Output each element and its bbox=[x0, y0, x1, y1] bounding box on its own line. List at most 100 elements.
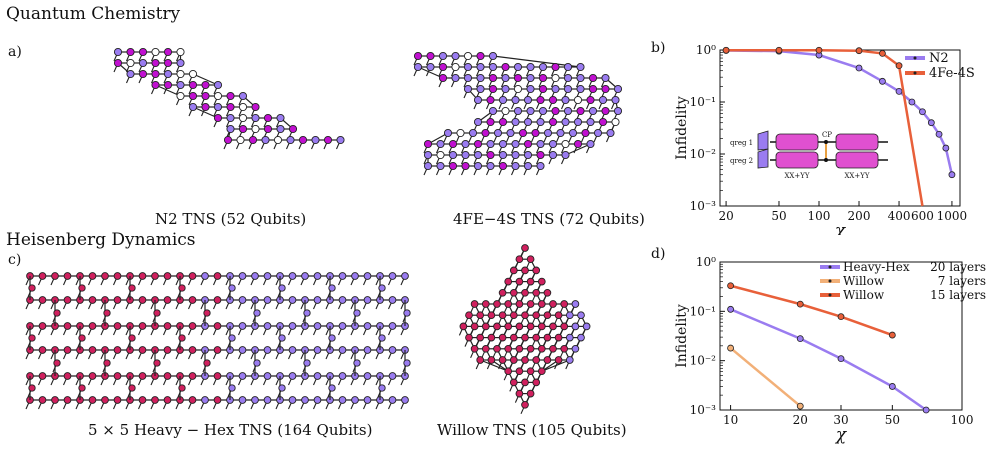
y-tick-label: 10⁻³ bbox=[690, 403, 717, 417]
tensor-node bbox=[577, 311, 585, 320]
tensor-node bbox=[313, 272, 322, 280]
tensor-node bbox=[101, 396, 109, 404]
tensor-node bbox=[248, 135, 258, 145]
tensor-node bbox=[448, 161, 458, 171]
y-tick-label: 10⁻² bbox=[690, 147, 717, 161]
tensor-node bbox=[323, 135, 333, 145]
tensor-node bbox=[213, 113, 223, 123]
tensor-node bbox=[476, 51, 485, 61]
tensor-node bbox=[213, 372, 222, 380]
tensor-node bbox=[403, 359, 411, 367]
bond-line bbox=[565, 143, 591, 156]
tensor-node bbox=[513, 84, 523, 94]
tensor-node bbox=[571, 322, 580, 331]
tensor-node bbox=[88, 322, 97, 330]
tensor-node bbox=[178, 284, 186, 292]
tensor-node bbox=[78, 384, 86, 392]
tensor-node bbox=[201, 396, 209, 404]
tensor-node bbox=[363, 322, 372, 330]
tensor-node bbox=[351, 396, 359, 404]
tensor-node bbox=[313, 372, 322, 380]
tensor-node bbox=[526, 73, 535, 83]
tensor-node bbox=[113, 346, 122, 354]
tensor-node bbox=[153, 359, 161, 367]
tensor-node bbox=[498, 139, 508, 149]
tensor-node bbox=[523, 117, 533, 127]
tensor-node bbox=[263, 296, 272, 304]
tensor-node bbox=[378, 384, 386, 392]
tensor-node bbox=[451, 73, 460, 83]
tensor-node bbox=[611, 95, 620, 105]
tensor-node bbox=[328, 284, 336, 292]
gate-box bbox=[835, 133, 879, 151]
tensor-node bbox=[263, 346, 272, 354]
data-point bbox=[727, 344, 734, 352]
tensor-node bbox=[532, 378, 541, 387]
gate-box bbox=[775, 151, 819, 169]
tensor-node bbox=[103, 359, 111, 367]
tensor-node bbox=[201, 102, 210, 112]
tensor-node bbox=[487, 333, 496, 342]
tensor-node bbox=[151, 80, 160, 90]
tensor-node bbox=[328, 384, 336, 392]
tensor-node bbox=[251, 113, 260, 123]
tensor-node bbox=[288, 322, 297, 330]
tensor-node bbox=[532, 266, 541, 275]
tensor-node bbox=[128, 384, 136, 392]
data-point bbox=[935, 130, 943, 138]
tensor-node bbox=[338, 346, 347, 354]
tensor-node bbox=[486, 161, 495, 171]
tensor-node bbox=[613, 106, 623, 116]
tensor-node bbox=[576, 84, 585, 94]
tensor-node bbox=[188, 322, 197, 330]
tensor-node bbox=[176, 58, 185, 68]
tensor-node bbox=[436, 150, 445, 160]
caption-4fe4s-tns: 4FE−4S TNS (72 Qubits) bbox=[453, 210, 645, 228]
tensor-node bbox=[461, 161, 470, 171]
tensor-node bbox=[560, 344, 569, 353]
tensor-node bbox=[163, 372, 172, 380]
tensor-node bbox=[203, 309, 211, 317]
tensor-node bbox=[178, 334, 186, 342]
tensor-node bbox=[188, 346, 197, 354]
tensor-node bbox=[286, 135, 295, 145]
tensor-node bbox=[521, 356, 529, 364]
tensor-node bbox=[513, 62, 523, 72]
y-tick-label: 10⁰ bbox=[696, 43, 716, 57]
x-tick-label: 100 bbox=[951, 413, 974, 427]
tensor-node bbox=[523, 150, 533, 160]
bond-line bbox=[192, 106, 219, 119]
tensor-node bbox=[153, 309, 161, 317]
n2-tns-diagram bbox=[113, 47, 345, 150]
tensor-node bbox=[388, 322, 397, 330]
tensor-node bbox=[238, 272, 247, 280]
tensor-node bbox=[509, 311, 518, 320]
tensor-node bbox=[501, 106, 510, 116]
tensor-node bbox=[515, 277, 524, 286]
tensor-node bbox=[543, 311, 552, 320]
tensor-node bbox=[468, 128, 478, 138]
data-point bbox=[942, 144, 950, 152]
tensor-node bbox=[476, 62, 485, 72]
tensor-node bbox=[163, 58, 173, 68]
tensor-node bbox=[176, 47, 185, 57]
caption-willow-tns: Willow TNS (105 Qubits) bbox=[437, 421, 627, 439]
tensor-node bbox=[536, 161, 545, 171]
tensor-node bbox=[571, 300, 580, 308]
tensor-node bbox=[238, 396, 247, 404]
tensor-node bbox=[38, 372, 47, 380]
x-tick-label: 30 bbox=[833, 413, 848, 427]
tensor-node bbox=[526, 84, 535, 94]
tensor-node bbox=[88, 346, 97, 354]
tensor-node bbox=[588, 84, 598, 94]
tensor-node bbox=[526, 300, 535, 308]
tensor-node bbox=[138, 346, 147, 354]
tensor-node bbox=[38, 272, 47, 280]
data-point bbox=[855, 47, 863, 55]
tensor-node bbox=[536, 150, 545, 160]
tensor-node bbox=[238, 296, 247, 304]
tensor-node bbox=[78, 284, 86, 292]
tensor-node bbox=[251, 272, 259, 280]
tensor-node bbox=[63, 396, 72, 404]
tensor-node bbox=[548, 95, 558, 105]
